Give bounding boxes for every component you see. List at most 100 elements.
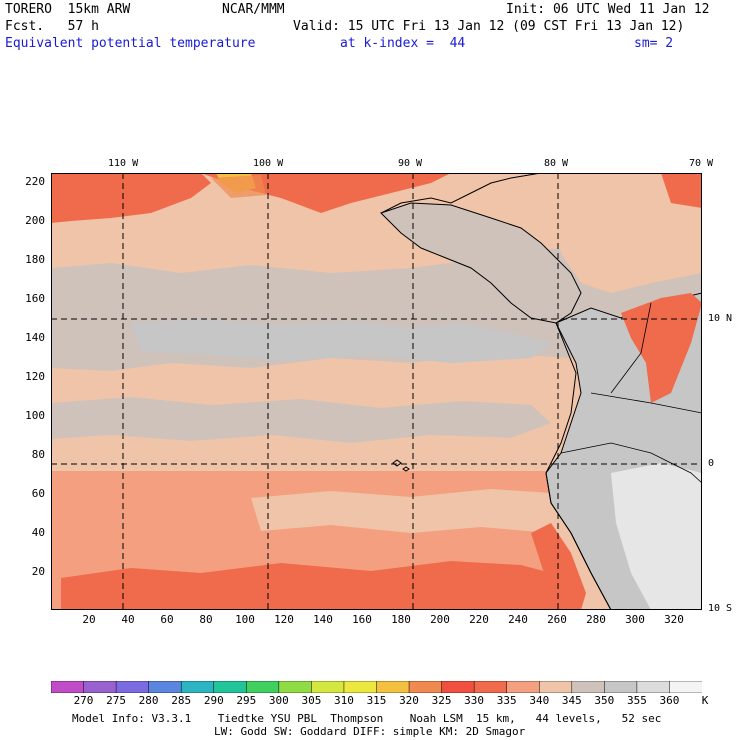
band-peach-patch-south — [251, 489, 551, 533]
x-tick-260: 260 — [547, 613, 567, 626]
land-central-america — [380, 202, 582, 324]
y-tick-140: 140 — [25, 331, 45, 344]
level-info: at k-index = 44 — [340, 36, 466, 51]
colorbar-tick-label: 290 — [203, 694, 224, 707]
colorbar-swatch — [246, 681, 280, 693]
colorbar-tick-label: 335 — [496, 694, 517, 707]
lon-label-90w: 90 W — [398, 158, 423, 169]
band-gray-darker — [131, 319, 551, 363]
x-tick-40: 40 — [121, 613, 135, 626]
colorbar-swatch — [51, 681, 85, 693]
x-tick-180: 180 — [391, 613, 411, 626]
colorbar-tick-label: 315 — [366, 694, 387, 707]
colorbar-swatch — [376, 681, 410, 693]
orange-hotspot — [211, 175, 266, 198]
coastline-pacific-sa — [545, 322, 612, 610]
colorbar-swatch — [311, 681, 345, 693]
colorbar-swatch — [539, 681, 573, 693]
x-tick-60: 60 — [160, 613, 174, 626]
x-tick-300: 300 — [625, 613, 645, 626]
colorbar-swatch — [441, 681, 475, 693]
land-pink-coast — [541, 173, 702, 293]
red-region-mexico-coast — [201, 173, 451, 213]
lat-label-0: 0 — [708, 458, 715, 469]
colorbar-swatch — [115, 681, 150, 693]
colorbar-tick-label: 350 — [594, 694, 615, 707]
colorbar-tick-label: 310 — [333, 694, 354, 707]
x-tick-220: 220 — [469, 613, 489, 626]
colorbar-swatch — [213, 681, 248, 693]
lat-label-10n: 10 N — [708, 313, 733, 324]
y-tick-100: 100 — [25, 409, 45, 422]
red-region-northwest — [51, 173, 211, 223]
colorbar-swatch — [636, 681, 671, 693]
colorbar-swatch — [343, 681, 378, 693]
red-band-south — [61, 561, 556, 610]
model-info-line2: LW: Godd SW: Goddard DIFF: simple KM: 2D… — [214, 725, 526, 738]
field-name: Equivalent potential temperature — [5, 36, 256, 51]
y-tick-160: 160 — [25, 292, 45, 305]
galapagos-islands — [392, 459, 410, 472]
x-tick-80: 80 — [199, 613, 213, 626]
colorbar-swatch — [278, 681, 313, 693]
colorbar-tick-label: 280 — [138, 694, 159, 707]
forecast-hour: Fcst. 57 h — [5, 19, 99, 34]
colorbar-tick-label: 305 — [301, 694, 322, 707]
country-borders — [560, 302, 702, 484]
x-tick-120: 120 — [274, 613, 294, 626]
colorbar-swatch — [180, 681, 215, 693]
smoothing-info: sm= 2 — [634, 36, 674, 51]
colorbar-tick-label: 340 — [529, 694, 550, 707]
x-tick-240: 240 — [508, 613, 528, 626]
land-red-venezuela — [621, 293, 702, 403]
colorbar-tick-label: 300 — [268, 694, 289, 707]
lon-label-110w: 110 W — [108, 158, 139, 169]
lon-label-100w: 100 W — [253, 158, 284, 169]
y-tick-20: 20 — [31, 565, 45, 578]
y-tick-40: 40 — [31, 526, 45, 539]
x-tick-160: 160 — [352, 613, 372, 626]
organization: NCAR/MMM — [222, 2, 285, 17]
graticule — [51, 173, 702, 610]
x-tick-140: 140 — [313, 613, 333, 626]
coastline-mexico — [380, 173, 542, 214]
model-info-line1: Model Info: V3.3.1 Tiedtke YSU PBL Thomp… — [72, 712, 662, 725]
colorbar-swatch — [148, 681, 182, 693]
init-time: Init: 06 UTC Wed 11 Jan 12 — [506, 2, 710, 17]
valid-time: Valid: 15 UTC Fri 13 Jan 12 (09 CST Fri … — [293, 19, 685, 34]
land-red-caribbean — [661, 173, 702, 208]
temperature-map — [51, 173, 702, 610]
colorbar-tick-label: 295 — [236, 694, 257, 707]
colorbar-swatch — [604, 681, 638, 693]
colorbar — [51, 681, 702, 693]
colorbar-tick-label: 285 — [171, 694, 192, 707]
colorbar-tick-label: 345 — [561, 694, 582, 707]
y-tick-60: 60 — [31, 487, 45, 500]
y-tick-200: 200 — [25, 214, 45, 227]
colorbar-unit: K — [701, 694, 709, 707]
y-tick-120: 120 — [25, 370, 45, 383]
y-tick-220: 220 — [25, 175, 45, 188]
lat-label-10s: 10 S — [708, 603, 733, 614]
colorbar-tick-label: 275 — [106, 694, 127, 707]
map-frame — [51, 173, 702, 610]
band-peach-mid — [51, 428, 551, 473]
colorbar-swatch — [408, 681, 443, 693]
band-gray-south — [51, 397, 551, 443]
colorbar-tick-label: 320 — [399, 694, 419, 707]
lon-label-80w: 80 W — [544, 158, 569, 169]
x-tick-20: 20 — [82, 613, 96, 626]
y-tick-80: 80 — [31, 448, 45, 461]
model-name: TORERO 15km ARW — [5, 2, 131, 17]
x-tick-200: 200 — [430, 613, 450, 626]
y-tick-180: 180 — [25, 253, 45, 266]
colorbar-swatch — [571, 681, 606, 693]
colorbar-swatch — [506, 681, 541, 693]
lon-label-70w: 70 W — [689, 158, 714, 169]
colorbar-swatch — [83, 681, 117, 693]
colorbar-swatch — [669, 681, 702, 693]
x-tick-280: 280 — [586, 613, 606, 626]
colorbar-tick-label: 325 — [431, 694, 452, 707]
colorbar-tick-label: 270 — [73, 694, 94, 707]
land-amazon-light — [611, 463, 702, 610]
